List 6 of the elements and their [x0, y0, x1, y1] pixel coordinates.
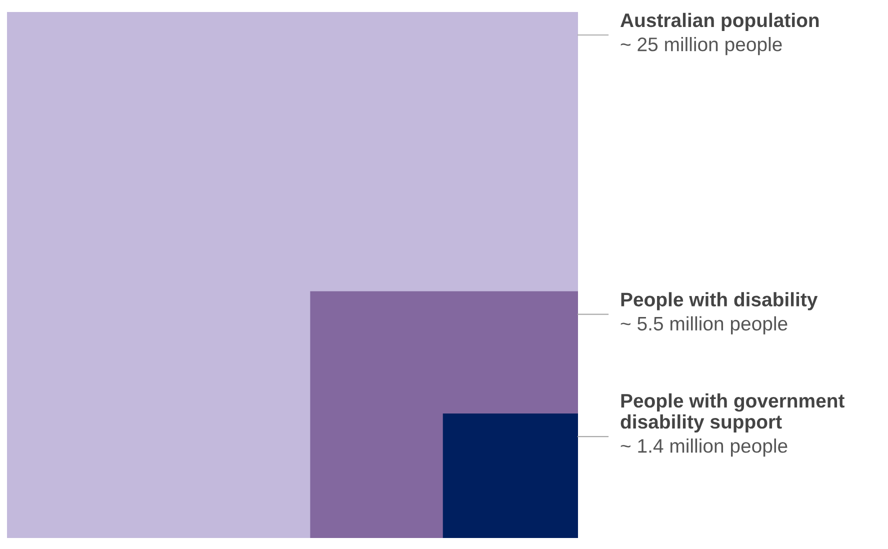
- category-label: People with disability: [621, 292, 818, 310]
- data-label: ~ 1.4 million people: [620, 438, 788, 457]
- data-label: ~ 5.5 million people: [620, 316, 788, 334]
- category-label: Australian population: [620, 12, 819, 31]
- category-label: People with government disability support: [620, 393, 844, 433]
- data-label: ~ 25 million people: [620, 37, 782, 56]
